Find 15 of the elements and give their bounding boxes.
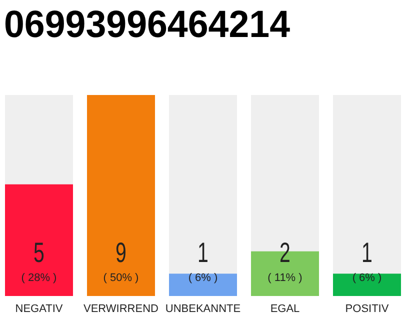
x-tick-label: VERWIRREND: [84, 303, 159, 315]
chart-title: 06993996464214: [4, 4, 300, 46]
data-label: 1: [362, 238, 372, 269]
x-tick-label: UNBEKANNTE: [165, 303, 241, 315]
data-label: 9: [116, 238, 126, 269]
x-tick-label: NEGATIV: [15, 303, 64, 315]
data-label: 5: [34, 238, 44, 269]
annotation: ( 50% ): [103, 272, 139, 284]
annotation: ( 28% ): [21, 272, 57, 284]
x-tick-label: POSITIV: [345, 303, 390, 315]
annotation: ( 6% ): [352, 272, 382, 284]
annotation: ( 11% ): [268, 272, 302, 284]
x-tick-label: EGAL: [270, 303, 300, 315]
data-label: 1: [198, 238, 208, 269]
annotation: ( 6% ): [188, 272, 218, 284]
